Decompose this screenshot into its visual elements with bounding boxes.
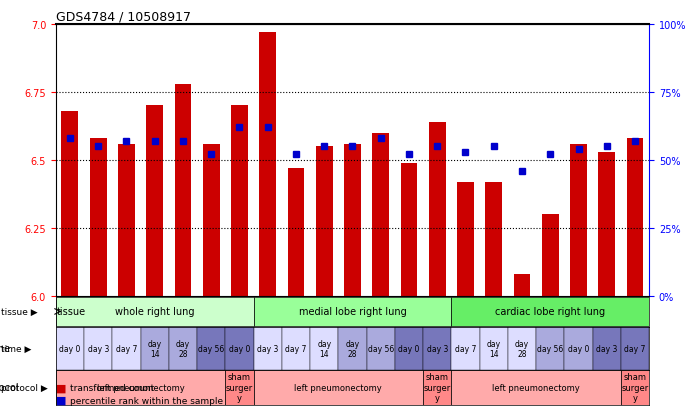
Text: percentile rank within the sample: percentile rank within the sample (70, 396, 223, 405)
Text: day 3: day 3 (596, 344, 618, 353)
Bar (627, 139, 644, 296)
Text: medial lobe right lung: medial lobe right lung (299, 307, 406, 317)
Bar (315, 147, 333, 296)
Bar (84, 327, 112, 370)
Bar (339, 327, 366, 370)
Text: day 0: day 0 (59, 344, 81, 353)
Text: day 56: day 56 (198, 344, 224, 353)
Bar (259, 33, 276, 296)
Bar (140, 327, 169, 370)
Bar (452, 370, 621, 405)
Bar (452, 327, 480, 370)
Text: day
28: day 28 (176, 339, 190, 358)
Text: day 0: day 0 (567, 344, 589, 353)
Bar (61, 112, 78, 296)
Bar (366, 327, 395, 370)
Text: sham
surger
y: sham surger y (621, 373, 648, 402)
Text: time: time (0, 344, 10, 354)
Text: ■: ■ (56, 395, 66, 405)
FancyBboxPatch shape (253, 297, 452, 327)
Text: day 7: day 7 (455, 344, 476, 353)
Text: sham
surger
y: sham surger y (424, 373, 451, 402)
Bar (90, 139, 107, 296)
Bar (570, 144, 587, 296)
Bar (56, 327, 84, 370)
Bar (593, 327, 621, 370)
Text: day 3: day 3 (87, 344, 109, 353)
Text: sham
surger
y: sham surger y (226, 373, 253, 402)
Text: day 3: day 3 (426, 344, 448, 353)
Bar (542, 215, 558, 296)
Bar (225, 327, 253, 370)
Bar (225, 370, 253, 405)
Bar (147, 106, 163, 296)
Bar (621, 370, 649, 405)
Text: day
14: day 14 (148, 339, 162, 358)
Bar (514, 275, 530, 296)
Bar (253, 327, 282, 370)
Text: cardiac lobe right lung: cardiac lobe right lung (495, 307, 605, 317)
Bar (401, 163, 417, 296)
Bar (231, 106, 248, 296)
Bar (423, 370, 452, 405)
Text: time ▶: time ▶ (1, 344, 31, 353)
Text: day
14: day 14 (317, 339, 332, 358)
Text: day 7: day 7 (285, 344, 306, 353)
Text: protocol ▶: protocol ▶ (1, 383, 47, 392)
Bar (485, 182, 503, 296)
Text: protocol: protocol (0, 382, 19, 392)
Text: day
28: day 28 (515, 339, 529, 358)
Bar (174, 85, 191, 296)
Bar (310, 327, 339, 370)
Bar (344, 144, 361, 296)
Bar (598, 152, 615, 296)
Text: day 56: day 56 (537, 344, 563, 353)
Text: day 7: day 7 (116, 344, 138, 353)
Bar (253, 370, 423, 405)
Text: day 3: day 3 (257, 344, 279, 353)
Text: tissue: tissue (57, 307, 86, 317)
Bar (169, 327, 197, 370)
Text: day 0: day 0 (399, 344, 419, 353)
Bar (56, 370, 225, 405)
Text: transformed count: transformed count (70, 383, 154, 392)
Bar (395, 327, 423, 370)
Bar (118, 144, 135, 296)
Bar (202, 144, 220, 296)
Bar (621, 327, 649, 370)
Text: left pneumonectomy: left pneumonectomy (97, 383, 184, 392)
Bar (565, 327, 593, 370)
Text: day
28: day 28 (346, 339, 359, 358)
Bar (429, 123, 446, 296)
Bar (372, 133, 389, 296)
Bar (508, 327, 536, 370)
Text: day
14: day 14 (487, 339, 500, 358)
Text: left pneumonectomy: left pneumonectomy (295, 383, 383, 392)
Bar (457, 182, 474, 296)
Bar (536, 327, 565, 370)
Bar (197, 327, 225, 370)
FancyBboxPatch shape (452, 297, 649, 327)
Bar (288, 169, 304, 296)
Text: day 56: day 56 (368, 344, 394, 353)
Text: ■: ■ (56, 382, 66, 392)
Text: left pneumonectomy: left pneumonectomy (492, 383, 580, 392)
Bar (480, 327, 508, 370)
Text: whole right lung: whole right lung (115, 307, 195, 317)
Text: day 7: day 7 (624, 344, 646, 353)
Text: day 0: day 0 (229, 344, 250, 353)
Bar (112, 327, 140, 370)
Text: tissue ▶: tissue ▶ (1, 307, 37, 316)
FancyBboxPatch shape (56, 297, 253, 327)
Bar (282, 327, 310, 370)
Bar (423, 327, 452, 370)
Text: GDS4784 / 10508917: GDS4784 / 10508917 (56, 11, 191, 24)
